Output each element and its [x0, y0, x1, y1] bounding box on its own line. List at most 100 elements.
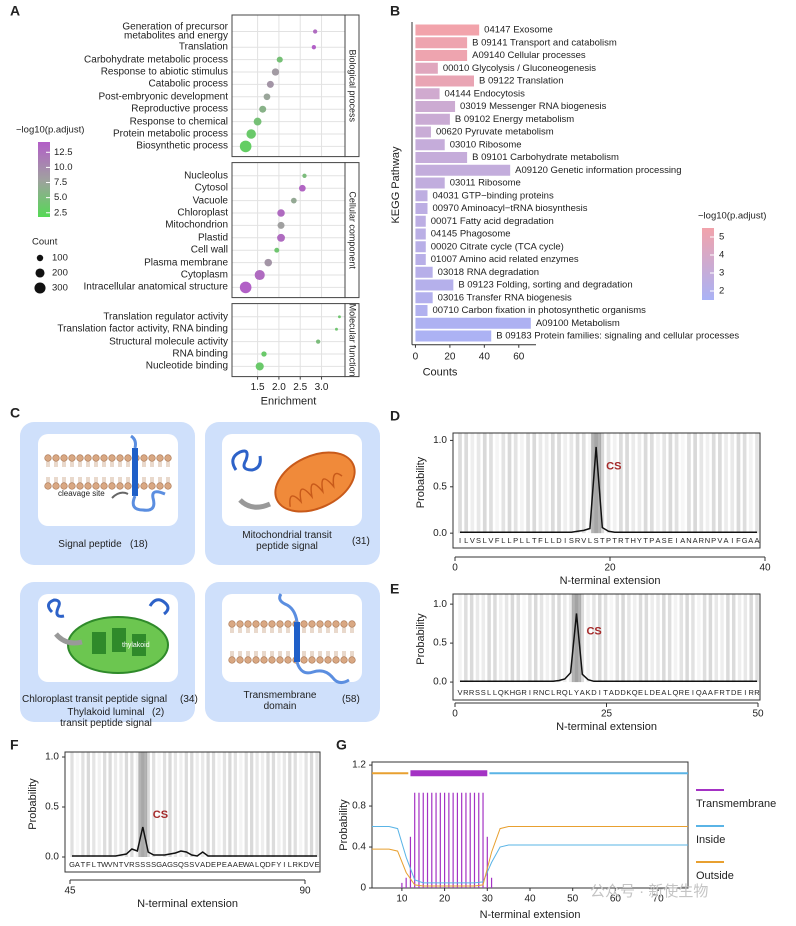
band: [643, 433, 648, 534]
band: [720, 594, 724, 683]
bar-label: B 09102 Energy metabolism: [455, 114, 574, 125]
y-axis-title: Probability: [338, 799, 350, 851]
term-label: Protein metabolic process: [112, 128, 228, 140]
residue: R: [575, 536, 581, 545]
term-label: Reproductive process: [131, 103, 228, 115]
residue: S: [475, 688, 480, 697]
residue: S: [189, 860, 194, 869]
panel-label: A: [10, 3, 20, 19]
residue: A: [655, 536, 660, 545]
band: [539, 594, 544, 683]
residue: S: [146, 860, 151, 869]
lipid-head: [332, 656, 340, 664]
band: [504, 594, 509, 683]
lipid-head: [260, 656, 268, 664]
x-axis-title: N-terminal extension: [480, 909, 581, 921]
bar-label: 00620 Pyruvate metabolism: [436, 127, 554, 138]
residue: V: [470, 536, 475, 545]
lipid-head: [52, 482, 60, 490]
residue: N: [539, 688, 544, 697]
residue: E: [211, 860, 216, 869]
residue: N: [705, 536, 710, 545]
bar: [415, 215, 426, 227]
dot: [255, 362, 264, 371]
term-label: Carbohydrate metabolic process: [84, 53, 228, 65]
residue: A: [693, 536, 698, 545]
residue: L: [668, 688, 672, 697]
residue: R: [679, 688, 685, 697]
residue: A: [702, 688, 707, 697]
residue: I: [692, 688, 694, 697]
residue: S: [662, 536, 667, 545]
residue: G: [742, 536, 748, 545]
term-label: Generation of precursor metabolites and …: [122, 21, 228, 42]
band: [569, 433, 574, 534]
colorbar-tick-label: 5.0: [54, 192, 67, 203]
band: [592, 594, 596, 683]
bar: [415, 139, 445, 151]
lipid-head: [60, 454, 68, 462]
residue: G: [69, 860, 75, 869]
helix: [294, 622, 300, 662]
residue: Q: [632, 688, 638, 697]
peptide: [47, 598, 65, 618]
x-tick-label: 90: [299, 886, 311, 897]
term-label: RNA binding: [172, 348, 228, 360]
lipid-head: [100, 482, 108, 490]
y-tick-label: 0.5: [433, 481, 447, 492]
band: [293, 752, 297, 857]
band: [619, 433, 623, 534]
residue: P: [649, 536, 654, 545]
box-label: Signal peptide: [58, 539, 122, 550]
colorbar-tick-label: 10.0: [54, 162, 73, 173]
facet-frame: [231, 303, 346, 378]
band: [550, 433, 555, 534]
dot: [266, 80, 274, 88]
lipid-head: [228, 656, 236, 664]
band: [711, 433, 716, 534]
lipid-head: [252, 656, 260, 664]
band: [673, 594, 678, 683]
box-subcount: (2): [152, 707, 165, 718]
residue: L: [551, 536, 555, 545]
band: [266, 752, 270, 857]
helix: [132, 448, 138, 496]
band: [130, 752, 134, 857]
bar: [415, 50, 468, 61]
probability-line: [72, 826, 317, 857]
band: [458, 433, 462, 534]
lipid-head: [140, 482, 148, 490]
residue: D: [615, 688, 621, 697]
band: [603, 594, 608, 683]
lipid-head: [156, 454, 164, 462]
bar: [415, 177, 445, 189]
band: [260, 752, 265, 857]
bar-label: 00710 Carbon fixation in photosynthetic …: [433, 305, 647, 316]
residue: I: [564, 536, 566, 545]
residue: F: [495, 536, 500, 545]
band: [522, 594, 525, 682]
term-label: Structural molecule activity: [109, 335, 228, 347]
residue: A: [708, 688, 713, 697]
peptide: [130, 434, 137, 449]
bar: [415, 203, 428, 214]
residue: K: [298, 860, 303, 869]
band: [458, 594, 462, 683]
dot: [264, 258, 273, 267]
box-inner: [38, 434, 178, 526]
band: [501, 433, 506, 534]
facet-label: Molecular function: [348, 304, 358, 377]
residue: V: [488, 536, 493, 545]
thylakoid-stack: [112, 628, 126, 652]
band: [222, 752, 227, 857]
size-legend-label: 100: [52, 253, 68, 264]
band: [632, 594, 637, 683]
bar-label: 00071 Fatty acid degradation: [431, 216, 554, 227]
residue: V: [581, 536, 586, 545]
residue: V: [108, 860, 113, 869]
bar-label: 03018 RNA degradation: [438, 267, 539, 278]
size-legend-dot: [35, 268, 45, 278]
lipid-head: [148, 482, 156, 490]
band: [538, 433, 543, 534]
band: [97, 752, 101, 857]
